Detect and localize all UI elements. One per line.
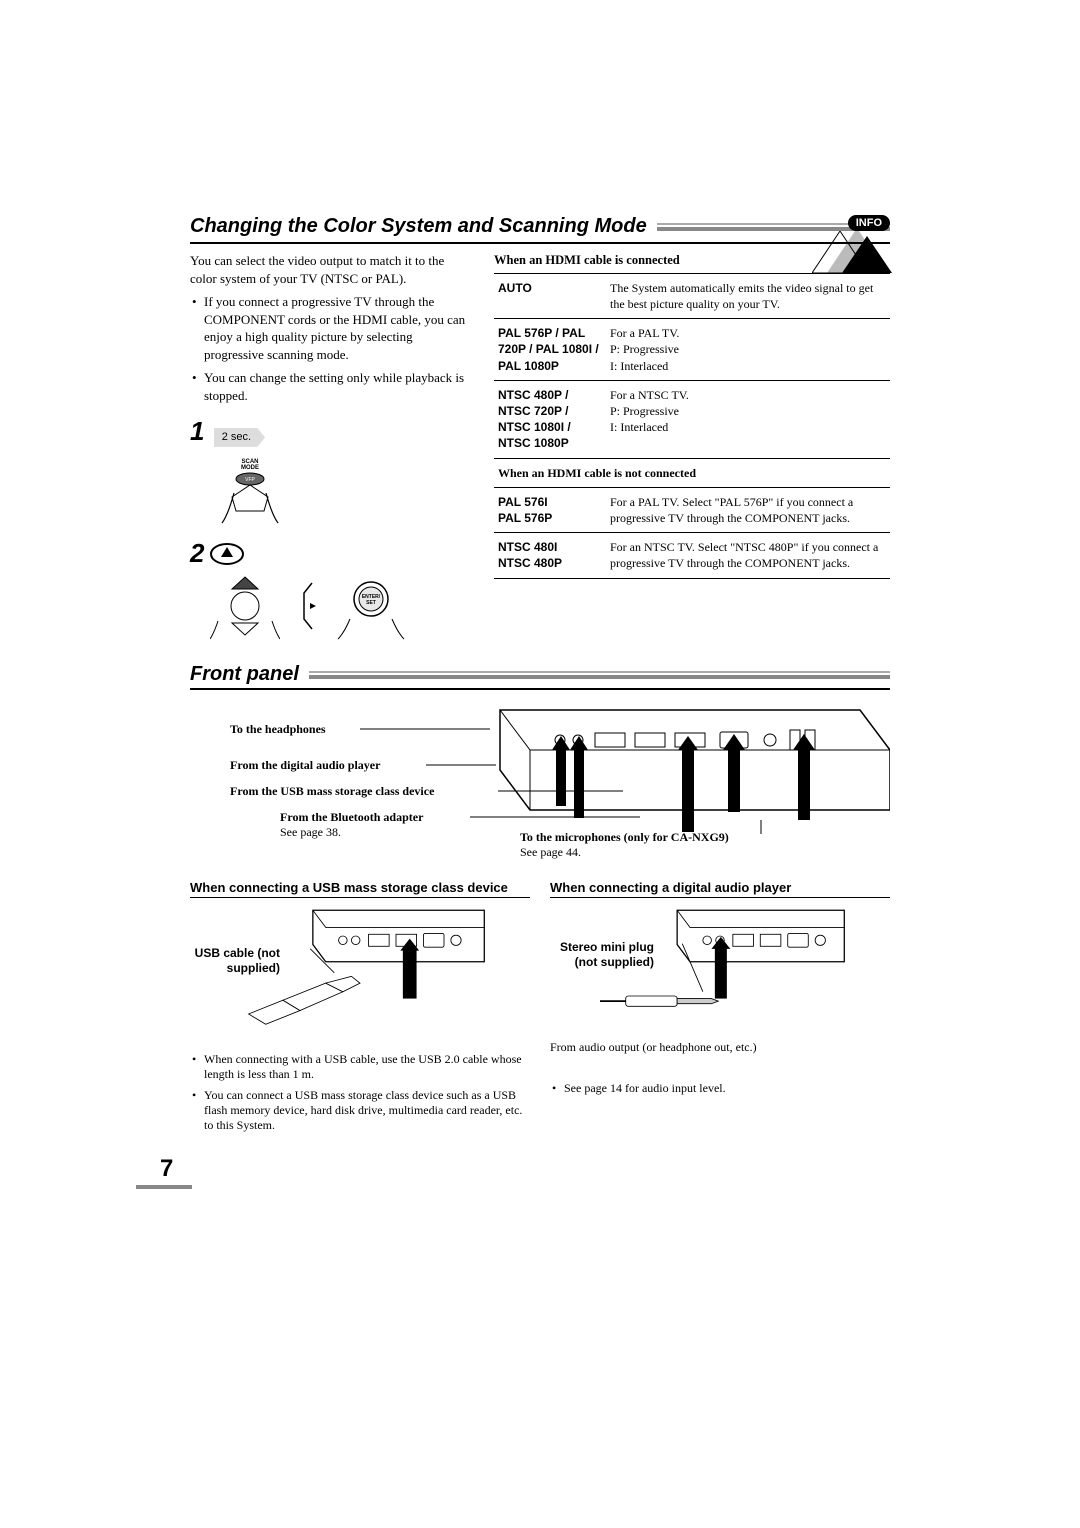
callout-usb: From the USB mass storage class device <box>230 784 434 799</box>
section-title-scanning: Changing the Color System and Scanning M… <box>190 215 890 244</box>
hdmi-connected-table: AUTOThe System automatically emits the v… <box>494 273 890 579</box>
cursor-button-diagram <box>210 571 280 641</box>
table-row: NTSC 480P / NTSC 720P / NTSC 1080I / NTS… <box>494 380 890 458</box>
front-panel-title: Front panel <box>190 663 299 686</box>
svg-text:SET: SET <box>366 600 376 606</box>
usb-bullets: When connecting with a USB cable, use th… <box>190 1052 530 1133</box>
table-row: NTSC 480I NTSC 480PFor an NTSC TV. Selec… <box>494 533 890 578</box>
title-rule <box>309 671 890 679</box>
up-arrow-icon <box>210 542 244 566</box>
front-panel-diagram: To the headphones From the digital audio… <box>190 700 890 870</box>
table-row: PAL 576P / PAL 720P / PAL 1080I / PAL 10… <box>494 319 890 381</box>
open-bracket-icon <box>300 581 316 631</box>
dap-bullet: See page 14 for audio input level. <box>550 1081 890 1096</box>
usb-cable-label: USB cable (not supplied) <box>190 946 280 975</box>
device-outline <box>460 700 890 840</box>
step-1-number: 1 <box>190 416 204 446</box>
table-subheader: When an HDMI cable is not connected <box>494 458 890 487</box>
info-badge: INFO <box>848 215 890 231</box>
table-header-connected: When an HDMI cable is connected <box>494 252 890 269</box>
intro-bullets: If you connect a progressive TV through … <box>190 293 470 404</box>
page-number: 7 <box>160 1155 173 1183</box>
svg-text:MODE: MODE <box>241 465 259 471</box>
svg-text:VFP: VFP <box>245 477 255 483</box>
stereo-plug-label: Stereo mini plug (not supplied) <box>550 940 654 969</box>
callout-bt: From the Bluetooth adapter See page 38. <box>280 810 423 840</box>
dap-section-title: When connecting a digital audio player <box>550 880 890 898</box>
table-row: AUTOThe System automatically emits the v… <box>494 273 890 318</box>
callout-mic: To the microphones (only for CA-NXG9) Se… <box>520 830 729 860</box>
usb-bullet: You can connect a USB mass storage class… <box>190 1088 530 1133</box>
usb-section-title: When connecting a USB mass storage class… <box>190 880 530 898</box>
callout-headphones: To the headphones <box>230 722 326 737</box>
callout-dap: From the digital audio player <box>230 758 380 773</box>
intro-lead: You can select the video output to match… <box>190 252 470 287</box>
usb-bullet: When connecting with a USB cable, use th… <box>190 1052 530 1082</box>
intro-bullet: You can change the setting only while pl… <box>190 369 470 404</box>
dap-connection-section: When connecting a digital audio player S… <box>550 880 890 1139</box>
section-title-text: Changing the Color System and Scanning M… <box>190 215 647 238</box>
step-2-number: 2 <box>190 536 204 571</box>
table-row: PAL 576I PAL 576PFor a PAL TV. Select "P… <box>494 487 890 532</box>
intro-bullet: If you connect a progressive TV through … <box>190 293 470 363</box>
dap-bullets: See page 14 for audio input level. <box>550 1081 890 1096</box>
step-1-duration: 2 sec. <box>214 428 265 447</box>
scan-mode-button-diagram: SCAN MODE VFP <box>220 455 280 530</box>
section-title-front-panel: Front panel <box>190 663 890 690</box>
enter-set-button-diagram: ENTER/ SET <box>336 571 406 641</box>
usb-connection-section: When connecting a USB mass storage class… <box>190 880 530 1139</box>
